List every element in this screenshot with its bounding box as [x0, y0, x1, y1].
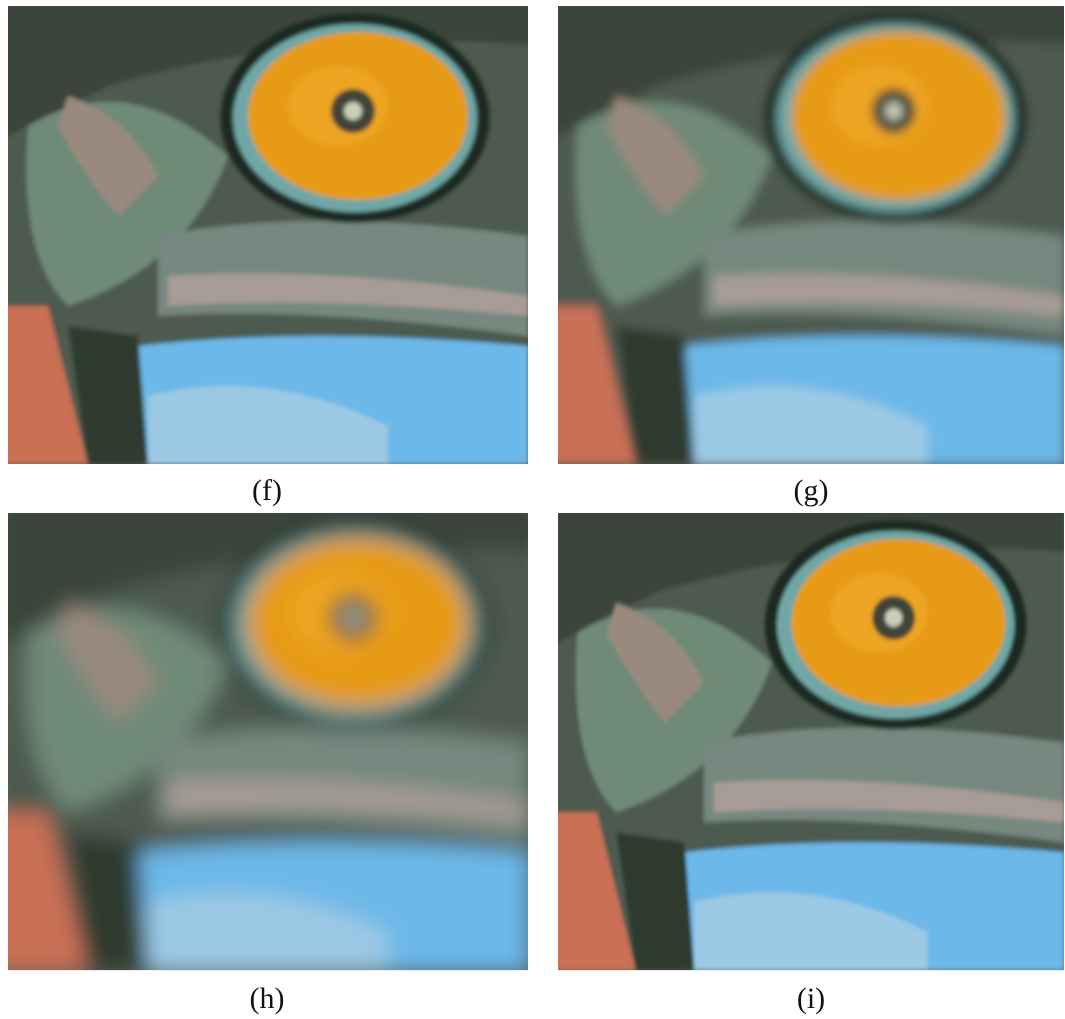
page: (f) (g) (h) (i) (() => { const data = JS… — [0, 0, 1065, 1019]
image — [539, 0, 1065, 486]
image-panel — [539, 0, 1065, 486]
panel-label: (h) — [250, 982, 285, 1015]
figure: (f) (g) (h) (i) — [0, 0, 1065, 1019]
image — [0, 0, 548, 486]
image-panel — [0, 493, 548, 992]
image-panel — [0, 0, 548, 486]
image — [0, 493, 548, 992]
image-panel — [539, 493, 1065, 992]
panel-label: (f) — [252, 474, 282, 507]
image — [539, 493, 1065, 992]
panel-label: (g) — [794, 474, 829, 507]
panel-label: (i) — [797, 982, 825, 1015]
